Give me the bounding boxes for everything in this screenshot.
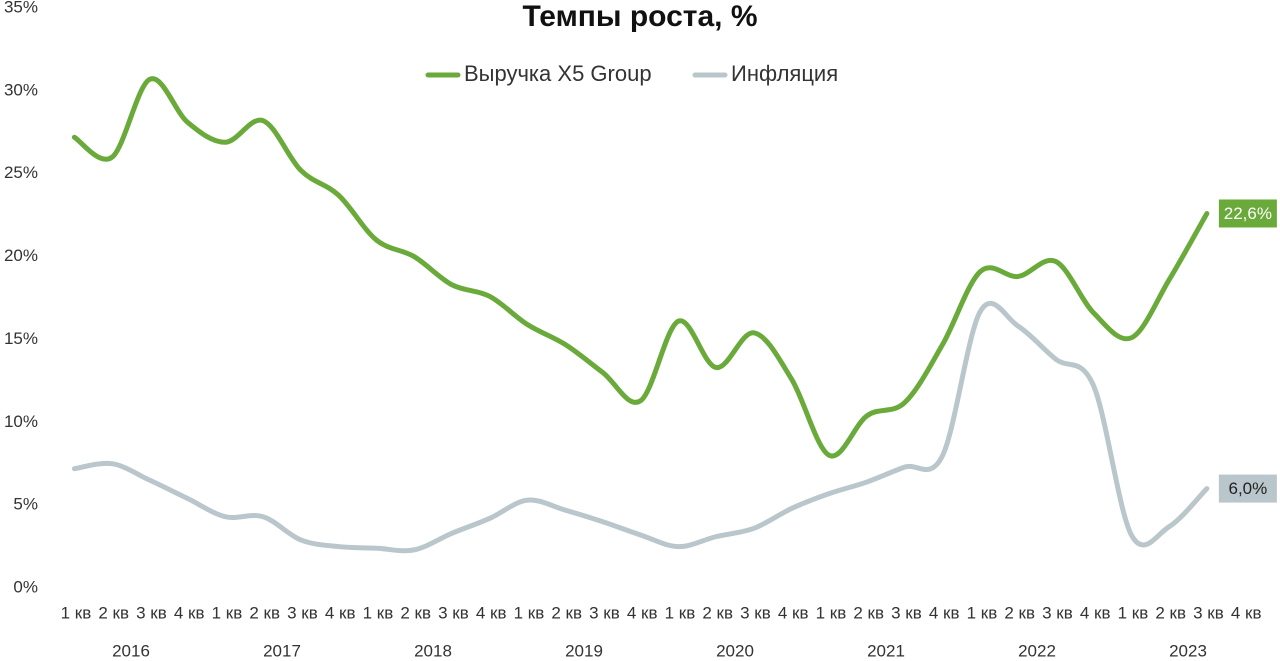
- x-tick-label: 4 кв: [325, 603, 356, 622]
- y-tick-label: 20%: [4, 246, 38, 265]
- x-tick-label: 2 кв: [1155, 603, 1186, 622]
- x-tick-label: 1 кв: [816, 603, 847, 622]
- x-tick-label: 4 кв: [778, 603, 809, 622]
- legend-label: Выручка X5 Group: [464, 61, 652, 86]
- chart-title: Темпы роста, %: [522, 0, 757, 33]
- y-tick-label: 5%: [13, 495, 38, 514]
- x-tick-label: 2 кв: [551, 603, 582, 622]
- x-tick-label: 1 кв: [363, 603, 394, 622]
- x-tick-label: 1 кв: [967, 603, 998, 622]
- x-tick-label: 4 кв: [929, 603, 960, 622]
- x-group-label: 2018: [414, 641, 452, 660]
- y-tick-label: 30%: [4, 80, 38, 99]
- value-label: 6,0%: [1229, 479, 1268, 498]
- x-group-label: 2020: [716, 641, 754, 660]
- y-tick-label: 35%: [4, 0, 38, 16]
- series-line: [71, 301, 1210, 554]
- x-tick-label: 3 кв: [589, 603, 620, 622]
- x-tick-label: 3 кв: [438, 603, 469, 622]
- y-tick-label: 25%: [4, 163, 38, 182]
- y-tick-label: 15%: [4, 329, 38, 348]
- x-group-label: 2019: [565, 641, 603, 660]
- y-tick-label: 0%: [13, 577, 38, 596]
- x-tick-label: 4 кв: [1231, 603, 1262, 622]
- x-tick-label: 4 кв: [1080, 603, 1111, 622]
- x-group-label: 2021: [867, 641, 905, 660]
- x-tick-label: 1 кв: [61, 603, 92, 622]
- value-label: 22,6%: [1224, 204, 1272, 223]
- x-tick-label: 3 кв: [136, 603, 167, 622]
- y-tick-label: 10%: [4, 412, 38, 431]
- value-label-box: [1218, 199, 1277, 228]
- value-label-box: [1218, 474, 1277, 503]
- legend-label: Инфляция: [731, 61, 838, 86]
- x-tick-label: 1 кв: [514, 603, 545, 622]
- x-tick-label: 2 кв: [853, 603, 884, 622]
- x-tick-label: 4 кв: [174, 603, 205, 622]
- x-tick-label: 2 кв: [702, 603, 733, 622]
- x-group-label: 2023: [1169, 641, 1207, 660]
- series-line: [71, 76, 1210, 459]
- x-group-label: 2016: [112, 641, 150, 660]
- x-tick-label: 3 кв: [891, 603, 922, 622]
- x-tick-label: 3 кв: [740, 603, 771, 622]
- x-tick-label: 1 кв: [665, 603, 696, 622]
- x-tick-label: 4 кв: [476, 603, 507, 622]
- x-tick-label: 3 кв: [287, 603, 318, 622]
- x-tick-label: 1 кв: [1118, 603, 1149, 622]
- x-tick-label: 3 кв: [1042, 603, 1073, 622]
- x-group-label: 2017: [263, 641, 301, 660]
- x-tick-label: 2 кв: [98, 603, 129, 622]
- x-tick-label: 2 кв: [249, 603, 280, 622]
- x-tick-label: 1 кв: [212, 603, 243, 622]
- x-group-label: 2022: [1018, 641, 1056, 660]
- x-tick-label: 4 кв: [627, 603, 658, 622]
- x-tick-label: 2 кв: [400, 603, 431, 622]
- x-tick-label: 3 кв: [1193, 603, 1224, 622]
- x-tick-label: 2 кв: [1004, 603, 1035, 622]
